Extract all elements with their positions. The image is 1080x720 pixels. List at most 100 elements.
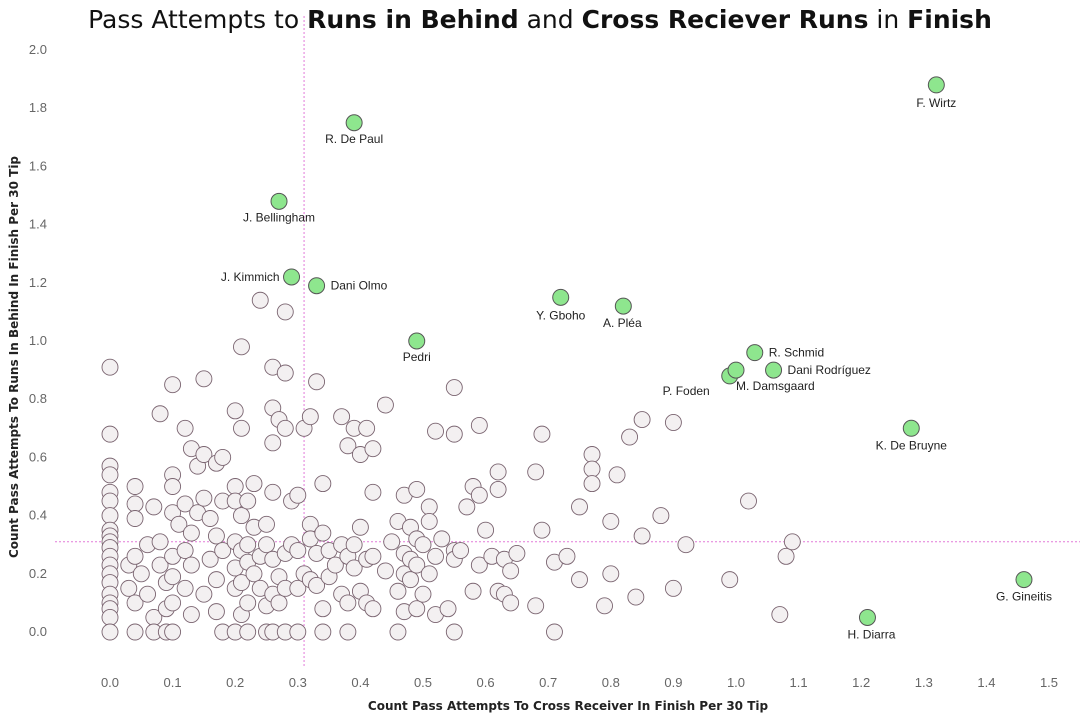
player-point [233,507,250,525]
player-label: G. Gineitis [996,590,1052,604]
player-point [458,498,476,516]
highlighted-player-point [283,268,301,286]
player-point [101,466,119,484]
player-point [195,489,213,507]
player-point [308,576,326,594]
x-tick-label: 0.3 [289,675,307,690]
player-point [452,542,470,559]
player-point [276,303,294,321]
player-point [239,536,257,554]
player-point [333,408,351,426]
player-label: P. Foden [663,384,710,398]
player-point [276,364,294,382]
player-point [233,574,250,591]
player-point [264,434,282,452]
x-tick-label: 1.3 [915,675,933,690]
player-point [126,478,144,495]
player-point [151,556,169,574]
player-point [558,547,576,565]
y-tick-label: 0.4 [29,508,47,523]
x-tick-label: 0.7 [539,675,557,690]
player-point [226,402,244,420]
y-tick-label: 1.0 [29,333,47,348]
player-point [627,588,645,606]
player-point [207,603,225,621]
player-point [533,425,551,443]
highlighted-player-point [552,288,570,306]
player-label: K. De Bruyne [876,438,948,452]
x-tick-label: 0.1 [164,675,182,690]
player-label: R. De Paul [325,132,383,146]
player-point [664,414,682,431]
player-point [427,422,444,440]
player-point [201,550,219,568]
player-point [170,515,188,533]
highlighted-player-point [270,192,288,210]
player-point [339,594,357,612]
highlighted-player-point [614,297,632,315]
player-point [314,600,332,618]
player-point [414,536,432,554]
x-tick-label: 0.4 [351,675,369,690]
player-point [439,600,457,618]
highlighted-player-point [927,76,945,94]
player-point [420,498,438,516]
y-tick-label: 2.0 [29,42,47,57]
y-tick-label: 0.2 [29,566,47,581]
player-point [126,510,144,527]
player-point [571,571,588,589]
x-tick-label: 1.5 [1040,675,1058,690]
player-point [621,428,639,446]
player-point [239,623,257,641]
x-tick-label: 0.0 [101,675,119,690]
player-labels: F. Wirtz R. De Paul J. Bellingham J. Kimmic… [221,96,1052,642]
player-point [126,547,144,565]
player-point [214,542,232,559]
title-part: Cross Reciever Runs [582,5,869,34]
player-point [470,416,488,434]
player-point [364,483,382,501]
player-point [583,475,601,493]
x-tick-label: 0.6 [477,675,495,690]
reference-lines [55,16,1080,668]
x-tick-label: 0.2 [226,675,244,690]
player-point [502,562,520,580]
player-point [326,556,344,574]
player-point [151,405,169,423]
player-point [583,446,601,463]
x-axis-ticks: 0.0 0.1 0.2 0.3 0.4 0.5 0.6 0.7 0.8 0.9 1.0 1.1 1.2 1… [101,675,1058,690]
player-point [139,585,157,603]
player-point [258,515,275,533]
player-point [164,478,182,495]
title-part: and [519,5,582,34]
player-point [164,568,182,586]
player-point [464,582,482,600]
highlighted-player-point [345,114,363,132]
player-label: H. Diarra [847,627,895,641]
player-point [145,498,163,516]
player-point [195,446,213,463]
player-point [771,606,789,623]
player-point [783,533,801,551]
player-point [527,463,545,481]
player-point [195,585,213,603]
player-point [477,521,495,539]
player-point [101,623,119,641]
player-point [652,507,670,525]
player-point [276,419,294,437]
player-point [182,606,200,623]
player-point [402,571,419,589]
x-tick-label: 0.8 [602,675,620,690]
player-point [258,536,275,554]
x-tick-label: 1.4 [977,675,995,690]
player-point [207,527,225,545]
player-point [151,533,169,551]
player-point [376,396,394,414]
player-point [233,338,250,356]
player-point [389,623,407,641]
y-axis-label: Count Pass Attempts To Runs In Behind In… [7,156,21,558]
player-point [408,556,426,574]
player-point [176,579,194,597]
player-point [101,358,119,376]
player-point [214,448,232,466]
